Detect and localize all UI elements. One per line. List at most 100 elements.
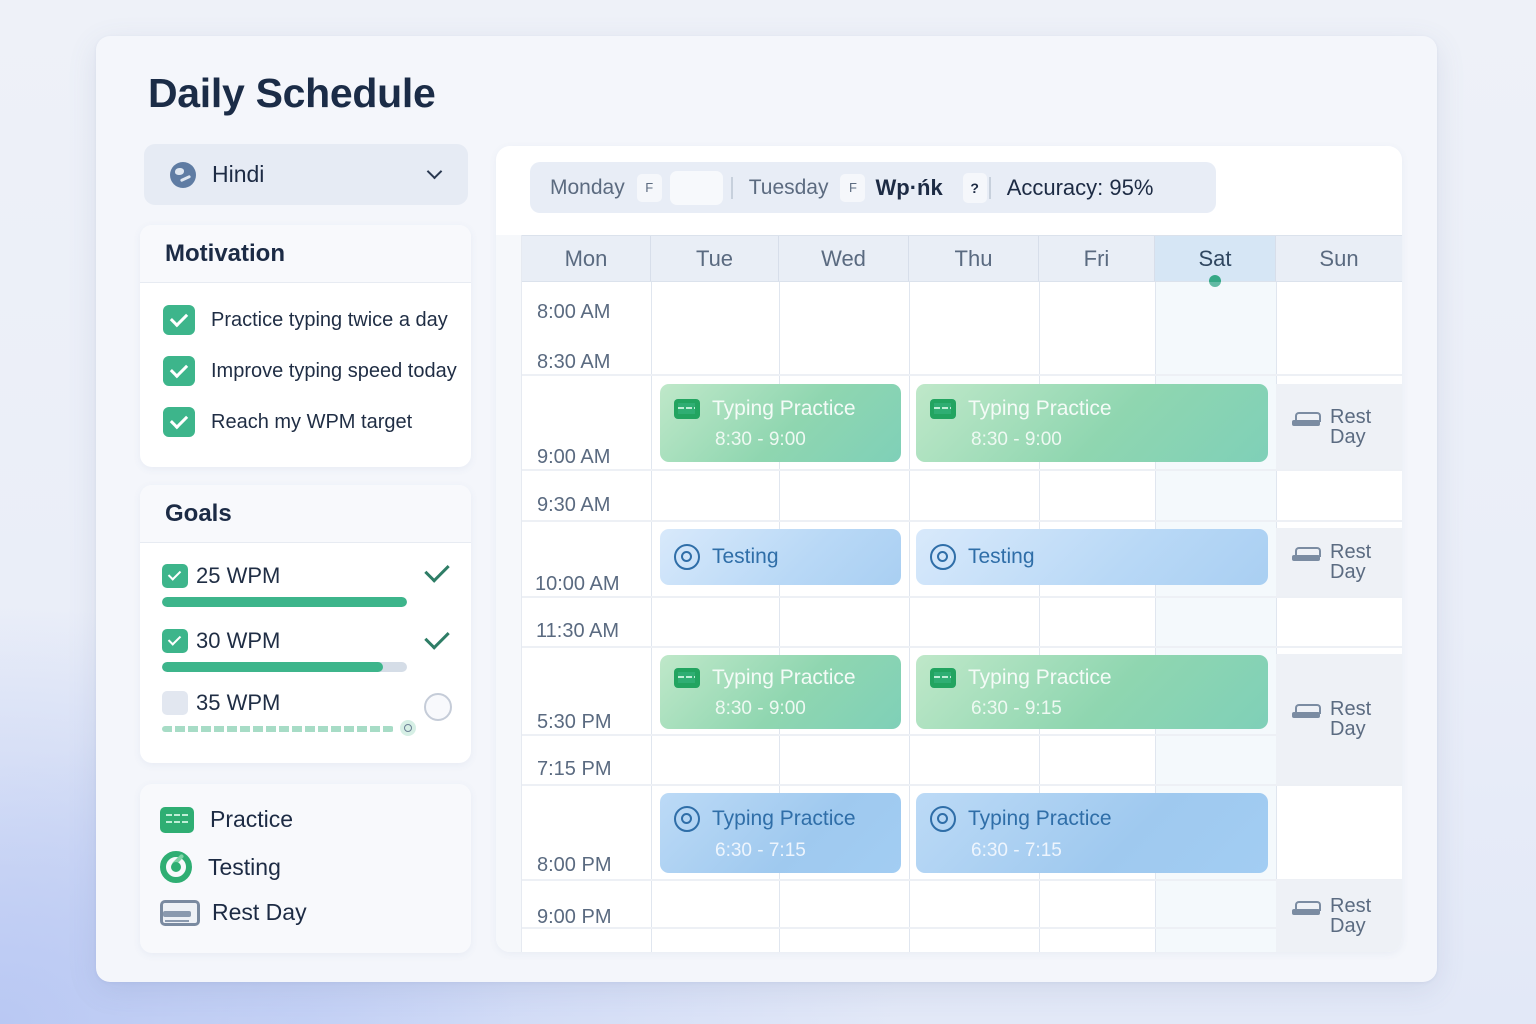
help-badge[interactable]: ? — [962, 172, 987, 203]
event-time: 6:30 - 7:15 — [971, 840, 1062, 861]
bed-icon — [1292, 411, 1321, 428]
chevron-down-icon — [426, 163, 443, 180]
pending-circle-icon — [424, 693, 452, 721]
time-label: 10:00 AM — [535, 573, 620, 595]
event-practice[interactable]: Typing Practice 8:30 - 9:00 — [660, 384, 901, 462]
target-icon — [674, 544, 700, 570]
checkbox-checked[interactable] — [162, 564, 188, 588]
day-badge: F — [840, 173, 866, 202]
divider — [730, 176, 733, 199]
event-title: Typing Practice — [712, 666, 856, 689]
accuracy-value: Accuracy: 95% — [1006, 174, 1154, 200]
language-select[interactable]: Hindi — [144, 144, 468, 205]
event-title: Typing Practice — [712, 807, 856, 830]
checkbox-checked[interactable] — [163, 305, 195, 335]
event-testing[interactable]: Testing — [660, 529, 901, 585]
day-header-thu[interactable]: Thu — [909, 236, 1039, 281]
rest-day-label: Rest Day — [1330, 698, 1372, 740]
target-icon — [674, 806, 700, 832]
motivation-item[interactable]: Improve typing speed today — [163, 356, 457, 386]
wpm-value: Wp·ńk — [875, 174, 943, 200]
rest-day-block[interactable]: Rest Day — [1276, 384, 1402, 469]
time-label: 9:00 PM — [537, 906, 612, 928]
divider — [988, 176, 991, 199]
time-label: 8:00 PM — [537, 854, 612, 876]
event-title: Typing Practice — [968, 807, 1112, 830]
goals-card: Goals 25 WPM 30 WPM 35 WPM — [140, 485, 471, 763]
app-window: Daily Schedule Hindi Motivation Practice… — [96, 36, 1437, 982]
day-header-label: Sat — [1198, 245, 1232, 271]
grid-icon — [160, 806, 194, 833]
goal-label: 35 WPM — [196, 690, 281, 715]
bed-icon — [160, 899, 200, 926]
time-label: 8:30 AM — [537, 351, 611, 373]
checkbox-unchecked[interactable] — [162, 691, 188, 715]
event-title: Typing Practice — [968, 397, 1112, 420]
rest-day-block[interactable]: Rest Day — [1276, 880, 1402, 952]
day-header-mon[interactable]: Mon — [522, 236, 651, 281]
grid-icon — [930, 668, 956, 688]
page-title: Daily Schedule — [148, 70, 436, 116]
event-practice[interactable]: Typing Practice 6:30 - 9:15 — [916, 655, 1268, 729]
event-title: Testing — [968, 545, 1035, 568]
today-indicator-dot — [1209, 275, 1221, 287]
goals-title: Goals — [165, 499, 232, 527]
bed-icon — [1292, 547, 1321, 563]
grid-icon — [674, 399, 700, 419]
event-testing[interactable]: Typing Practice 6:30 - 7:15 — [916, 793, 1268, 873]
stats-day-monday: Monday — [550, 175, 625, 199]
motivation-item-label: Reach my WPM target — [211, 410, 413, 433]
time-label: 9:00 AM — [537, 446, 611, 468]
rest-day-block[interactable]: Rest Day — [1276, 528, 1402, 596]
event-title: Typing Practice — [968, 666, 1112, 689]
time-label: 7:15 PM — [537, 758, 612, 780]
event-time: 6:30 - 9:15 — [971, 698, 1062, 719]
motivation-item[interactable]: Reach my WPM target — [163, 407, 412, 437]
motivation-item-label: Improve typing speed today — [211, 359, 457, 382]
day-header-row: Mon Tue Wed Thu Fri Sat Sun — [522, 235, 1402, 287]
target-icon — [930, 806, 956, 832]
event-testing[interactable]: Typing Practice 6:30 - 7:15 — [660, 793, 901, 873]
motivation-title: Motivation — [165, 239, 285, 267]
event-title: Typing Practice — [712, 397, 856, 420]
rest-day-label: Rest Day — [1330, 405, 1372, 448]
event-practice[interactable]: Typing Practice 8:30 - 9:00 — [916, 384, 1268, 462]
calendar-panel: Monday F Tuesday F Wp·ńk ? Accuracy: 95%… — [496, 146, 1402, 952]
event-practice[interactable]: Typing Practice 8:30 - 9:00 — [660, 655, 901, 729]
stats-day-tuesday: Tuesday — [748, 175, 829, 199]
event-testing[interactable]: Testing — [916, 529, 1268, 585]
bed-icon — [1292, 901, 1321, 917]
goal-item: 30 WPM — [162, 624, 462, 672]
progress-handle[interactable] — [400, 720, 416, 736]
day-header-fri[interactable]: Fri — [1039, 236, 1155, 281]
motivation-card: Motivation Practice typing twice a day I… — [140, 225, 471, 467]
time-label: 5:30 PM — [537, 711, 612, 733]
motivation-item-label: Practice typing twice a day — [211, 308, 448, 331]
time-label: 11:30 AM — [536, 620, 620, 642]
legend-item-testing: Testing — [160, 851, 281, 883]
rest-day-block[interactable]: Rest Day — [1276, 654, 1402, 784]
checkbox-checked[interactable] — [162, 629, 188, 653]
time-label: 8:00 AM — [537, 301, 611, 323]
day-header-tue[interactable]: Tue — [651, 236, 779, 281]
wpm-input-monday[interactable] — [669, 170, 723, 205]
day-header-wed[interactable]: Wed — [779, 236, 909, 281]
checkbox-checked[interactable] — [163, 356, 195, 386]
goal-item: 25 WPM — [162, 557, 462, 607]
legend-item-practice: Practice — [160, 806, 293, 833]
time-label: 9:30 AM — [537, 494, 611, 516]
day-header-sun[interactable]: Sun — [1319, 245, 1359, 271]
goal-label: 25 WPM — [196, 563, 281, 588]
legend-label: Testing — [208, 853, 281, 880]
goal-progress-bar — [162, 662, 407, 672]
goal-item: 35 WPM — [162, 690, 462, 736]
event-time: 6:30 - 7:15 — [715, 840, 806, 861]
motivation-item[interactable]: Practice typing twice a day — [163, 305, 448, 335]
day-header-sat[interactable]: Sat — [1155, 236, 1276, 287]
legend-item-rest-day: Rest Day — [160, 899, 307, 926]
globe-icon — [170, 161, 196, 188]
target-icon — [160, 851, 192, 883]
grid-icon — [674, 668, 700, 688]
rest-day-label: Rest Day — [1330, 895, 1372, 937]
checkbox-checked[interactable] — [163, 407, 195, 437]
